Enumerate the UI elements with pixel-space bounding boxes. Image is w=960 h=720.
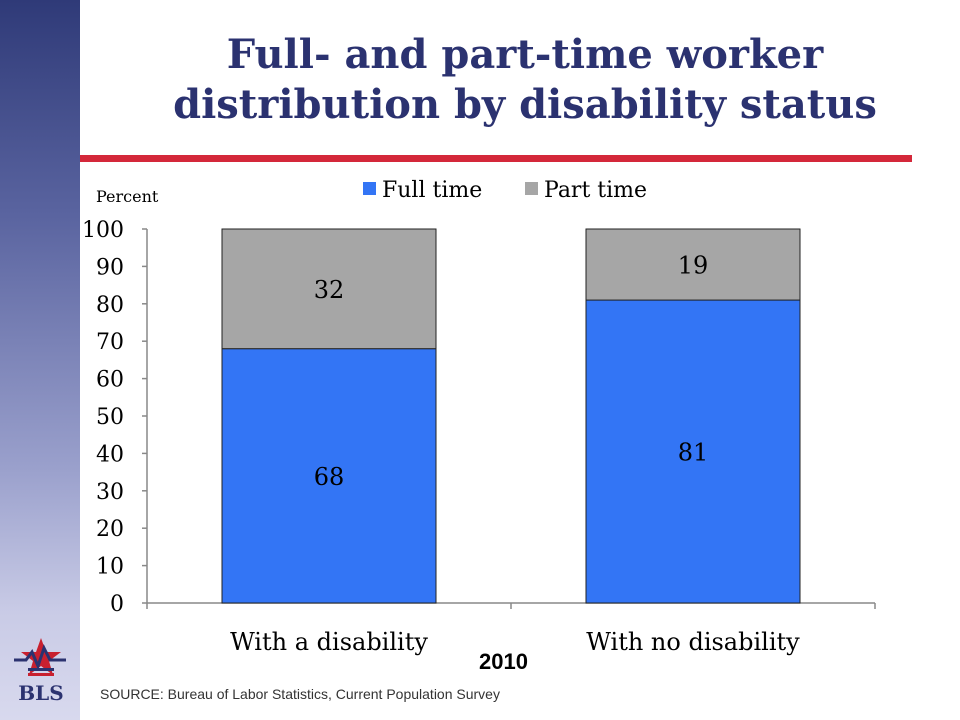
y-tick-label: 40 bbox=[96, 442, 124, 467]
title-divider bbox=[80, 155, 912, 162]
x-category-label: With a disability bbox=[230, 628, 428, 656]
y-tick-label: 20 bbox=[96, 517, 124, 542]
bar-segment bbox=[221, 228, 437, 350]
y-tick-label: 30 bbox=[96, 480, 124, 505]
legend-swatch bbox=[363, 182, 376, 195]
bar-data-label: 32 bbox=[314, 276, 345, 304]
bar-segment bbox=[221, 348, 437, 604]
bar-data-label: 81 bbox=[678, 439, 709, 467]
legend-swatch bbox=[525, 182, 538, 195]
bls-star-icon bbox=[14, 638, 66, 676]
year-label: 2010 bbox=[479, 649, 528, 674]
source-note: SOURCE: Bureau of Labor Statistics, Curr… bbox=[100, 686, 500, 702]
legend-label: Part time bbox=[544, 178, 647, 203]
page-title: Full- and part-time worker distribution … bbox=[100, 30, 950, 130]
title-line-2: distribution by disability status bbox=[173, 81, 877, 128]
legend-label: Full time bbox=[382, 178, 482, 203]
y-tick-label: 60 bbox=[96, 368, 124, 393]
y-tick-label: 10 bbox=[96, 555, 124, 580]
bar-segment bbox=[585, 228, 801, 301]
y-tick-label: 80 bbox=[96, 293, 124, 318]
bar-data-label: 19 bbox=[678, 252, 709, 280]
bls-logo: BLS bbox=[6, 630, 76, 710]
bar-data-label: 68 bbox=[314, 463, 345, 491]
y-axis-label: Percent bbox=[96, 187, 159, 206]
y-tick-label: 70 bbox=[96, 330, 124, 355]
title-line-1: Full- and part-time worker bbox=[226, 31, 824, 78]
y-tick-label: 90 bbox=[96, 255, 124, 280]
x-category-label: With no disability bbox=[586, 628, 800, 656]
y-tick-label: 50 bbox=[96, 405, 124, 430]
sidebar-gradient bbox=[0, 0, 80, 720]
bls-logo-text: BLS bbox=[18, 681, 63, 705]
y-tick-label: 100 bbox=[82, 218, 124, 243]
y-tick-label: 0 bbox=[110, 592, 124, 617]
